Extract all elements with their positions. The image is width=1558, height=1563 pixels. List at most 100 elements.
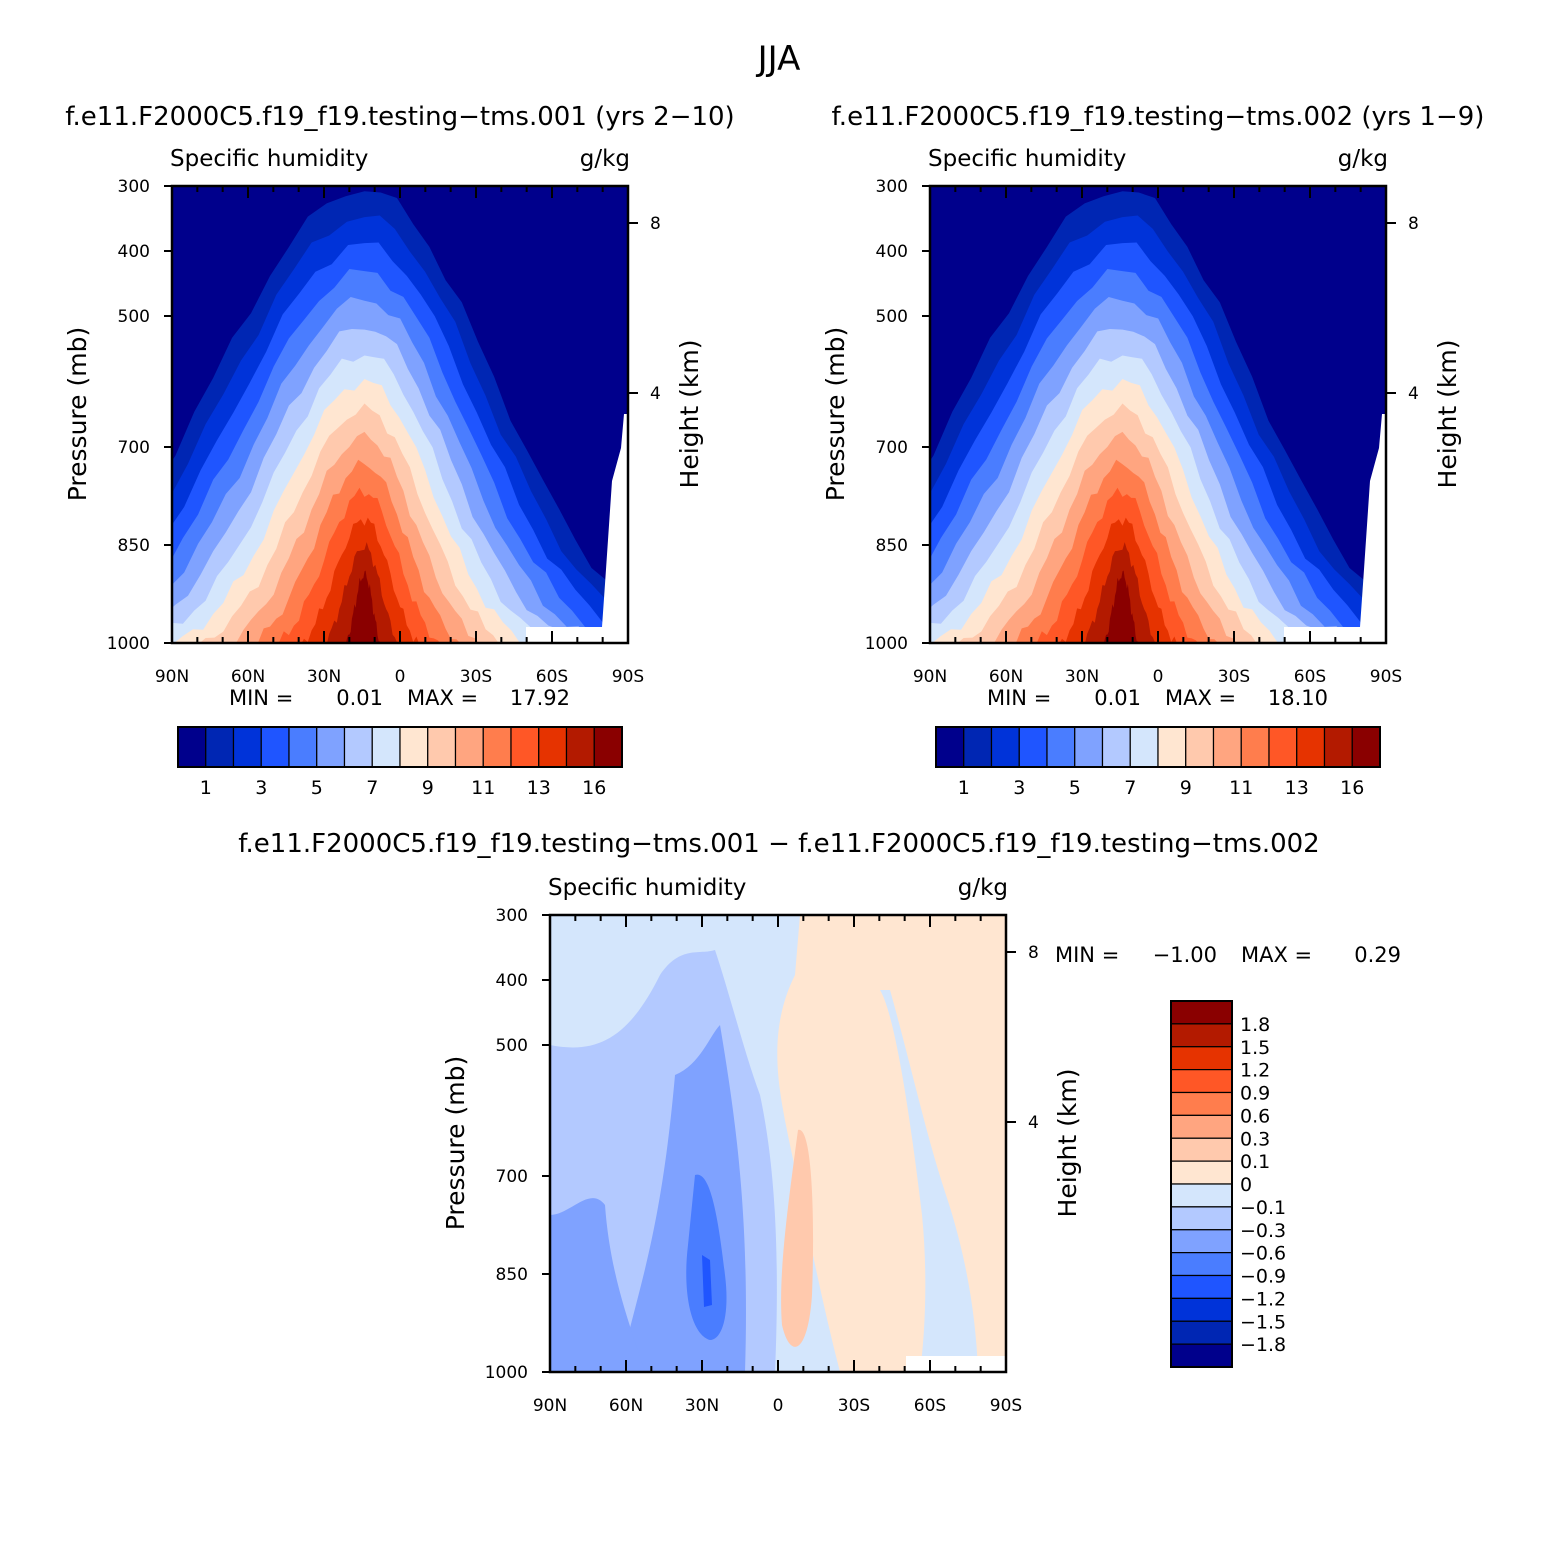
colorbar-box: [1268, 726, 1298, 768]
y-tick-label: 1000: [107, 634, 150, 654]
colorbar-label: 0.3: [1240, 1128, 1270, 1150]
y-tick-label: 500: [496, 1036, 528, 1056]
band-15: [346, 570, 381, 643]
max-label: MAX =: [1241, 943, 1312, 967]
y-tick-label: 700: [496, 1167, 528, 1187]
colorbar-label: 13: [1285, 777, 1309, 799]
colorbar-label: 1: [958, 777, 970, 799]
colorbar-box: [1074, 726, 1104, 768]
colorbar-frame: [935, 726, 1381, 768]
colorbar-box: [565, 726, 595, 768]
colorbar: 1.81.51.20.90.60.30.10−0.1−0.3−0.6−0.9−1…: [1170, 1000, 1286, 1368]
colorbar-box: [963, 726, 993, 768]
variable-label: Specific humidity: [548, 875, 746, 901]
y-axis-label: Pressure (mb): [63, 327, 92, 501]
x-tick-label: 0: [773, 1396, 784, 1416]
x-tick-label: 90S: [990, 1396, 1022, 1416]
colorbar-box: [1351, 726, 1381, 768]
missing-data: [1284, 414, 1386, 643]
colorbar-box: [1170, 1274, 1233, 1299]
y-tick-label: 850: [496, 1265, 528, 1285]
colorbar-box: [1170, 1297, 1233, 1322]
min-value: −1.00: [1153, 943, 1217, 967]
colorbar-label: −0.9: [1240, 1266, 1286, 1288]
panel-difference: f.e11.F2000C5.f19_f19.testing−tms.001 − …: [238, 829, 1401, 1416]
colorbar-label: 3: [1013, 777, 1025, 799]
diff-pos-mid: [781, 1129, 814, 1347]
colorbar-box: [1170, 1252, 1233, 1277]
colorbar-frame: [177, 726, 623, 768]
humidity-field: [930, 186, 1386, 643]
colorbar-box: [482, 726, 512, 768]
y2-axis-label: Height (km): [675, 340, 704, 489]
colorbar-box: [510, 726, 540, 768]
x-tick-label: 60S: [1294, 667, 1326, 687]
max-value: 17.92: [510, 686, 570, 710]
panel-title: f.e11.F2000C5.f19_f19.testing−tms.001 − …: [238, 829, 1319, 859]
colorbar-box: [1129, 726, 1159, 768]
y2-axis-label: Height (km): [1433, 340, 1462, 489]
colorbar-label: 9: [422, 777, 434, 799]
colorbar-box: [260, 726, 290, 768]
colorbar-label: 0.1: [1240, 1151, 1270, 1173]
colorbar-label: 1: [200, 777, 212, 799]
x-tick-label: 90S: [612, 667, 644, 687]
x-tick-label: 90N: [913, 667, 947, 687]
x-tick-label: 0: [1153, 667, 1164, 687]
x-tick-label: 30S: [460, 667, 492, 687]
y2-tick-label: 4: [650, 384, 661, 404]
panel-model-001: f.e11.F2000C5.f19_f19.testing−tms.001 (y…: [63, 102, 735, 799]
diff-neg-large-north: [550, 1198, 645, 1372]
max-label: MAX =: [1165, 686, 1236, 710]
colorbar-label: 0.9: [1240, 1083, 1270, 1105]
x-tick-label: 60N: [231, 667, 265, 687]
colorbar-label: 9: [1180, 777, 1192, 799]
colorbar-box: [205, 726, 235, 768]
missing-data: [526, 414, 628, 643]
units-label: g/kg: [580, 146, 630, 172]
colorbar: 1 3 5 7 9 11 13 16: [935, 726, 1381, 799]
colorbar-box: [427, 726, 457, 768]
colorbar-label: −1.2: [1240, 1288, 1286, 1310]
min-label: MIN =: [1055, 943, 1119, 967]
x-tick-label: 90N: [533, 1396, 567, 1416]
x-tick-label: 30S: [1218, 667, 1250, 687]
humidity-field: [172, 186, 628, 643]
y-tick-label: 1000: [865, 634, 908, 654]
diff-core-min: [702, 1255, 712, 1307]
colorbar-box: [1170, 1023, 1233, 1048]
y-axis-label: Pressure (mb): [441, 1056, 470, 1230]
min-label: MIN =: [229, 686, 293, 710]
x-tick-label: 60S: [536, 667, 568, 687]
colorbar-label: 1.2: [1240, 1060, 1270, 1082]
colorbar-label: −1.8: [1240, 1334, 1286, 1356]
colorbar-box: [1296, 726, 1326, 768]
y-tick-label: 850: [118, 536, 150, 556]
y-tick-label: 700: [876, 438, 908, 458]
colorbar-label: 0.6: [1240, 1105, 1270, 1127]
colorbar-box: [1170, 1000, 1233, 1025]
panel-model-002: f.e11.F2000C5.f19_f19.testing−tms.002 (y…: [821, 102, 1485, 799]
diff-neg-small-south: [880, 990, 978, 1372]
colorbar-label: 5: [1069, 777, 1081, 799]
y2-axis-label: Height (km): [1053, 1069, 1082, 1218]
colorbar-box: [371, 726, 401, 768]
x-tick-label: 60N: [989, 667, 1023, 687]
y2-tick-label: 8: [1028, 943, 1039, 963]
colorbar-box: [990, 726, 1020, 768]
colorbar-box: [1046, 726, 1076, 768]
diff-core: [686, 1174, 727, 1340]
panel-title: f.e11.F2000C5.f19_f19.testing−tms.001 (y…: [65, 102, 734, 132]
colorbar-label: −0.6: [1240, 1243, 1286, 1265]
colorbar-box: [1170, 1160, 1233, 1185]
colorbar-box: [1212, 726, 1242, 768]
colorbar-box: [1018, 726, 1048, 768]
max-label: MAX =: [407, 686, 478, 710]
colorbar-box: [1185, 726, 1215, 768]
y-tick-label: 300: [876, 177, 908, 197]
min-value: 0.01: [1094, 686, 1141, 710]
panel-title: f.e11.F2000C5.f19_f19.testing−tms.002 (y…: [832, 102, 1485, 132]
units-label: g/kg: [958, 875, 1008, 901]
page-title: JJA: [756, 39, 801, 79]
